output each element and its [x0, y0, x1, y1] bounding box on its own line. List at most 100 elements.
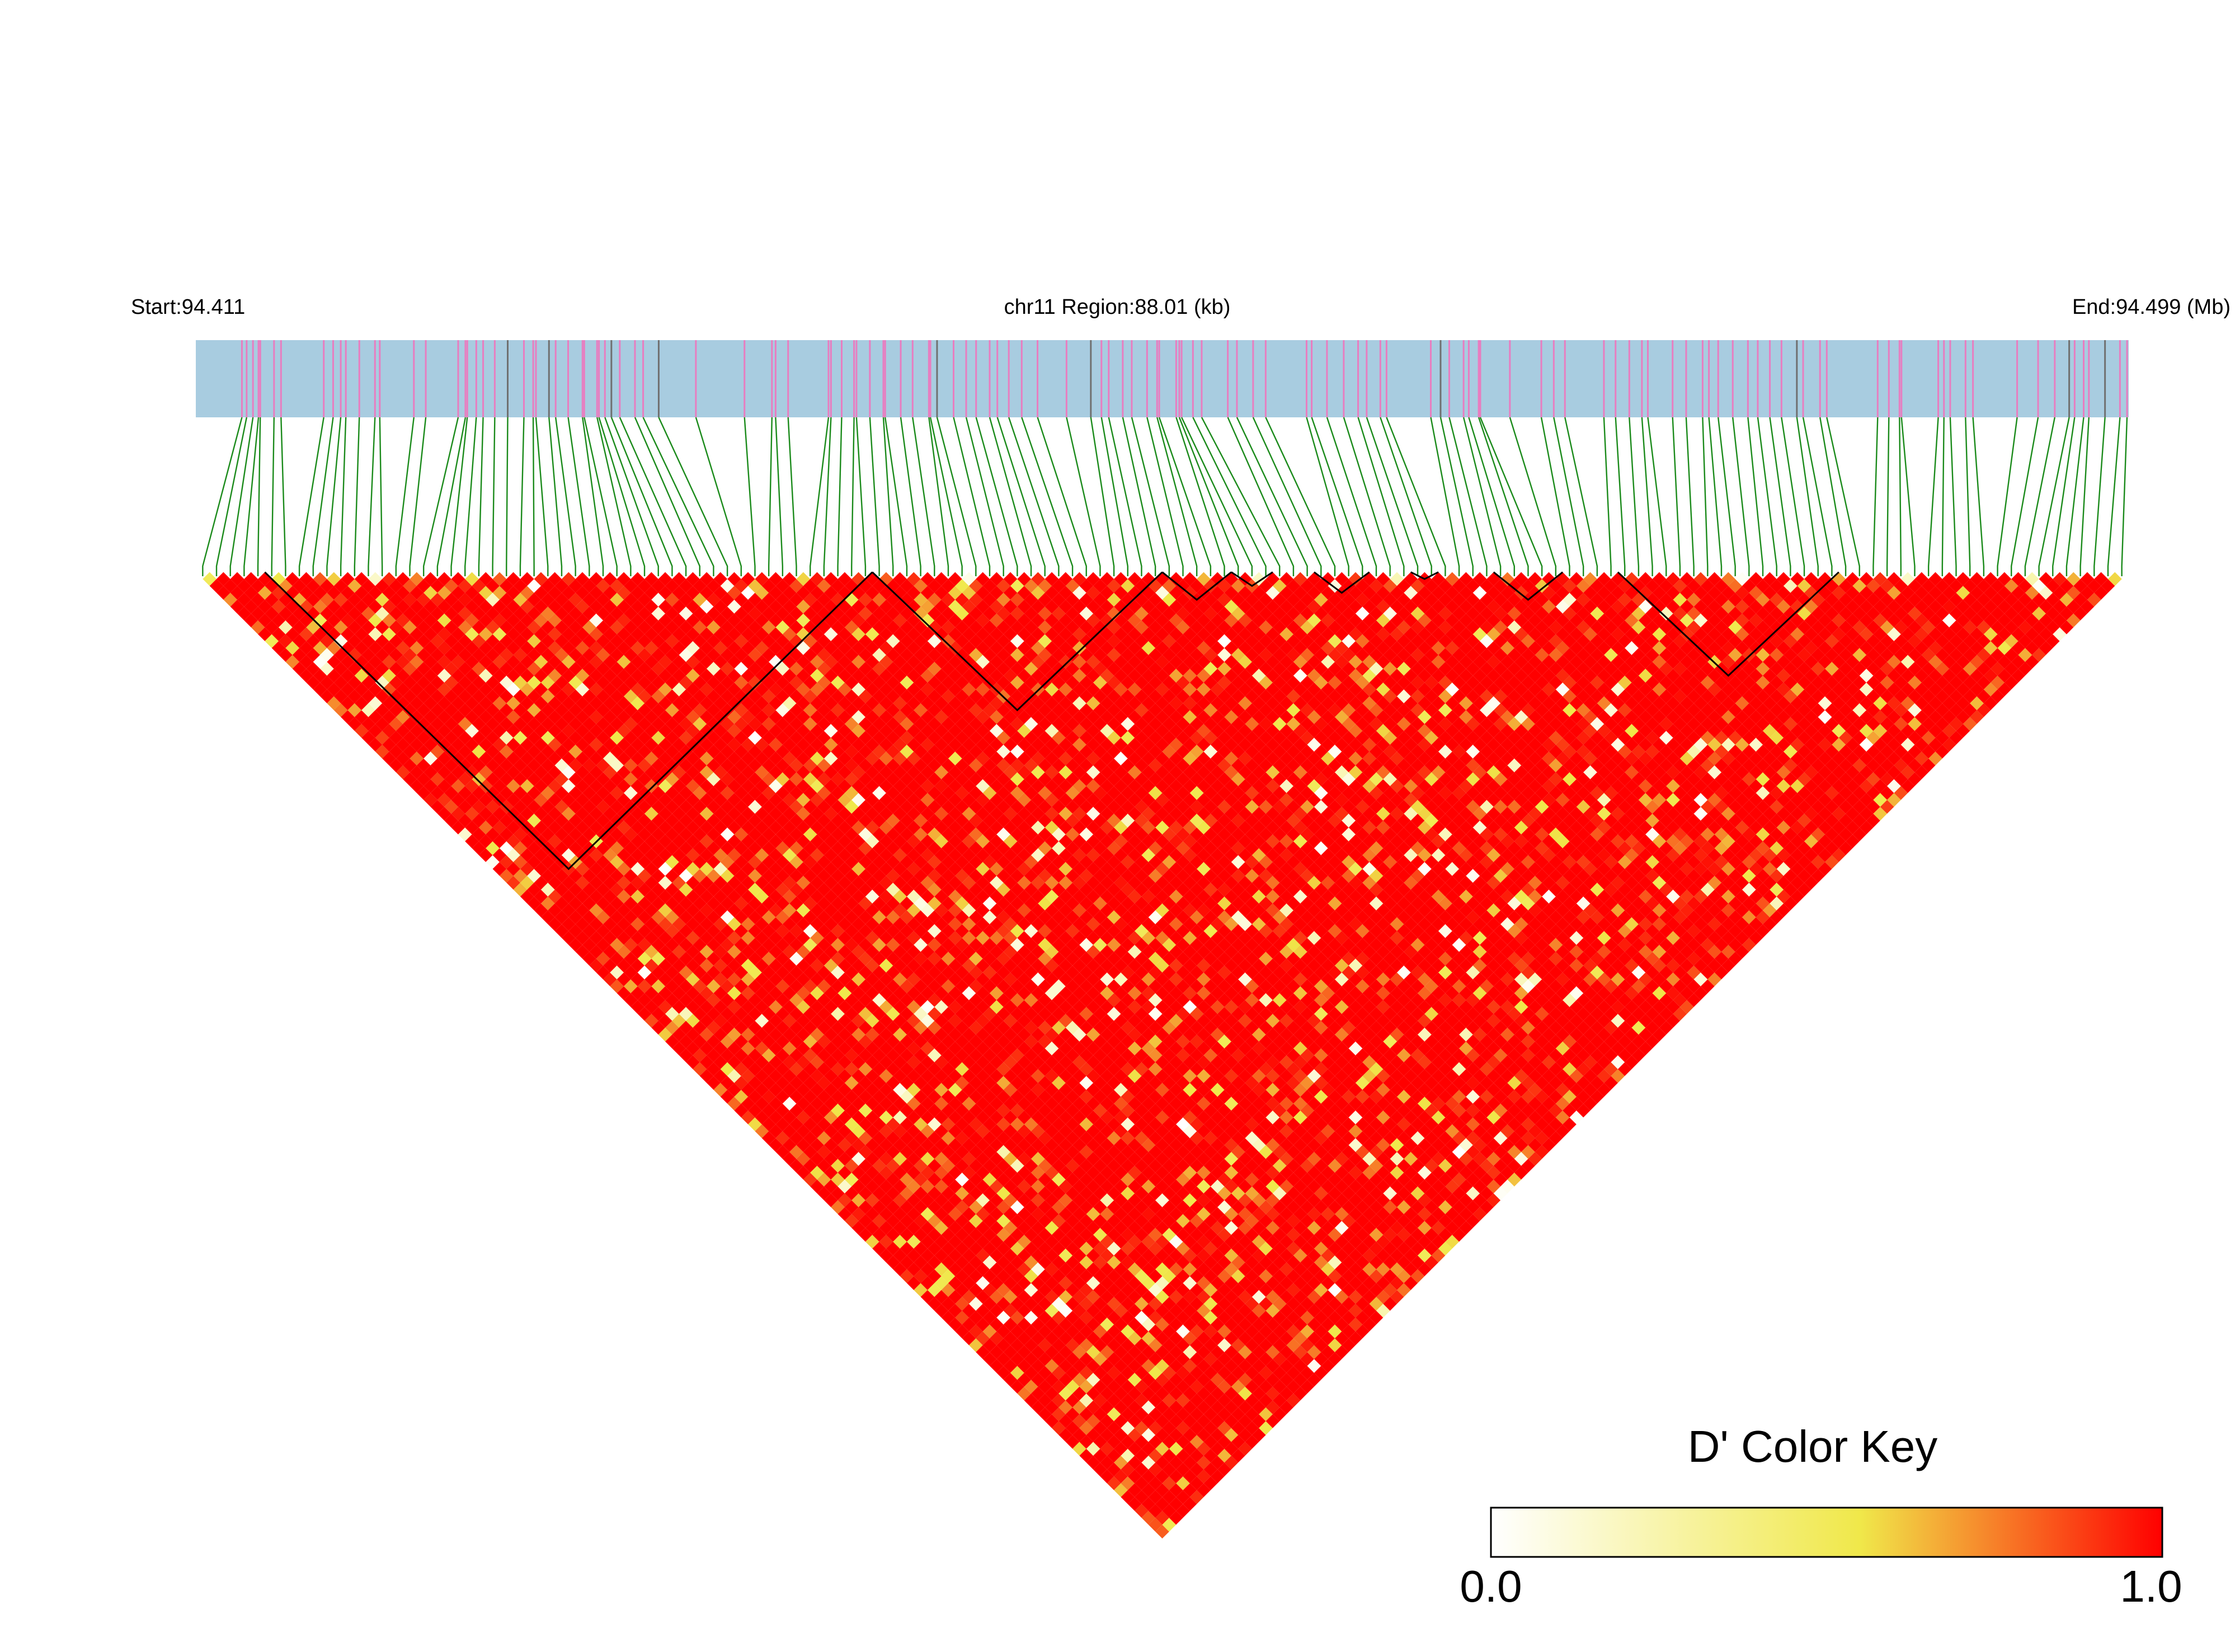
ld-cell [285, 627, 300, 642]
ld-cell [1003, 1373, 1018, 1387]
ld-cell [761, 1076, 776, 1090]
marker-connector [1702, 417, 1709, 576]
ld-cell [976, 1262, 990, 1277]
ld-cell [1038, 1352, 1052, 1366]
ld-cell [782, 1152, 797, 1166]
ld-cell [844, 1117, 859, 1132]
ld-cell [444, 745, 458, 759]
marker-connector [1540, 417, 1570, 576]
ld-cell [527, 896, 541, 911]
ld-cell [389, 703, 403, 717]
ld-cell [962, 1331, 976, 1345]
ld-cell [458, 799, 472, 814]
marker-connector [996, 417, 1046, 576]
ld-cell [879, 1248, 893, 1263]
ld-cell [955, 1241, 969, 1256]
ld-cell [941, 1269, 956, 1283]
marker-connector [929, 417, 963, 576]
ld-cell [410, 779, 424, 793]
ld-cell [686, 1014, 700, 1028]
marker-connector [555, 417, 576, 576]
ld-cell [520, 876, 534, 890]
ld-cell [486, 758, 500, 773]
ld-cell [976, 1345, 990, 1359]
ld-cell [976, 1248, 990, 1263]
marker-connector [584, 417, 618, 576]
ld-cell [540, 869, 555, 883]
ld-cell [506, 765, 520, 779]
ld-cell [914, 1227, 928, 1242]
ld-cell [782, 1124, 797, 1138]
ld-cell [879, 1221, 893, 1235]
ld-cell [761, 1131, 776, 1145]
marker-connector [478, 417, 484, 576]
ld-cell [748, 1076, 762, 1090]
ld-cell [665, 924, 679, 938]
ld-cell [361, 717, 375, 731]
ld-cell [796, 1152, 811, 1166]
ld-cell [327, 669, 341, 683]
ld-cell [962, 1317, 976, 1331]
marker-connector [598, 417, 646, 576]
ld-cell [962, 1276, 976, 1290]
ld-cell [424, 793, 437, 807]
ld-cell [1058, 1414, 1073, 1428]
ld-cell [831, 1200, 845, 1215]
ld-cell [686, 1028, 700, 1042]
marker-connector [882, 417, 894, 576]
ld-cell [1072, 1345, 1086, 1359]
ld-cell [1010, 1380, 1024, 1394]
ld-cell [458, 786, 472, 800]
ld-cell [858, 1227, 873, 1242]
ld-cell [1162, 1476, 1177, 1490]
marker-connector [1965, 417, 1971, 576]
ld-cell [534, 903, 548, 917]
ld-cell [686, 944, 700, 959]
ld-cell [396, 655, 410, 669]
ld-cell [1052, 1366, 1066, 1380]
ld-cell [486, 745, 500, 759]
ld-cell [686, 1041, 700, 1056]
ld-cell [568, 896, 582, 911]
marker-connector [567, 417, 590, 576]
ld-cell [285, 572, 300, 586]
marker-connector [610, 417, 673, 576]
ld-cell [955, 1283, 969, 1297]
marker-connector [642, 417, 714, 576]
ld-cell [782, 1138, 797, 1152]
ld-cell [927, 1269, 942, 1283]
ld-cell [782, 1069, 797, 1083]
marker-connector [1769, 417, 1791, 576]
ld-cell [506, 834, 520, 849]
ld-cell [893, 1235, 907, 1249]
ld-cell [313, 572, 327, 586]
ld-cell [416, 703, 431, 717]
ld-cell [554, 910, 569, 924]
marker-connector [928, 417, 949, 576]
ld-cell [575, 862, 590, 876]
marker-connector [1781, 417, 1805, 576]
marker-connector [532, 417, 535, 576]
ld-cell [1107, 1448, 1121, 1463]
ld-cell [520, 807, 534, 821]
ld-cell [382, 724, 396, 738]
ld-cell [603, 944, 617, 959]
ld-cell [540, 827, 555, 841]
marker-connector [900, 417, 921, 576]
marker-connector [1872, 417, 1879, 576]
marker-connector [869, 417, 880, 576]
ld-cell [347, 662, 362, 676]
marker-connector [1462, 417, 1502, 576]
ld-cell [513, 869, 528, 883]
ld-cell [858, 1131, 873, 1145]
ld-cell [1010, 1297, 1024, 1311]
ld-cell [416, 689, 431, 704]
ld-cell [893, 1179, 907, 1194]
chromosome-track [196, 340, 2129, 417]
marker-connector [1997, 417, 2018, 576]
ld-cell [817, 1145, 831, 1159]
ld-cell [520, 862, 534, 876]
ld-cell [699, 1014, 714, 1028]
ld-cell [796, 1138, 811, 1152]
ld-cell [955, 1310, 969, 1325]
